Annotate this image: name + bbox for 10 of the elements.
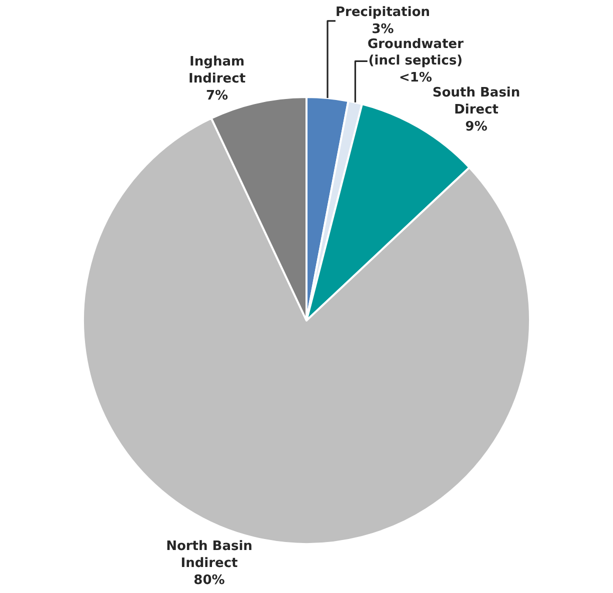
data-label: 7% [206, 88, 228, 104]
slice-label: Groundwater (incl septics) [367, 36, 464, 69]
slice-label: North Basin Indirect [166, 539, 252, 572]
data-label: 3% [372, 22, 394, 37]
data-label: 9% [465, 119, 488, 134]
data-label: 80% [194, 572, 225, 588]
slice-label: Ingham Indirect [188, 54, 246, 87]
slice-label: Precipitation [336, 4, 430, 20]
data-label: <1% [399, 70, 432, 86]
slice-label: South Basin Direct [432, 86, 520, 118]
